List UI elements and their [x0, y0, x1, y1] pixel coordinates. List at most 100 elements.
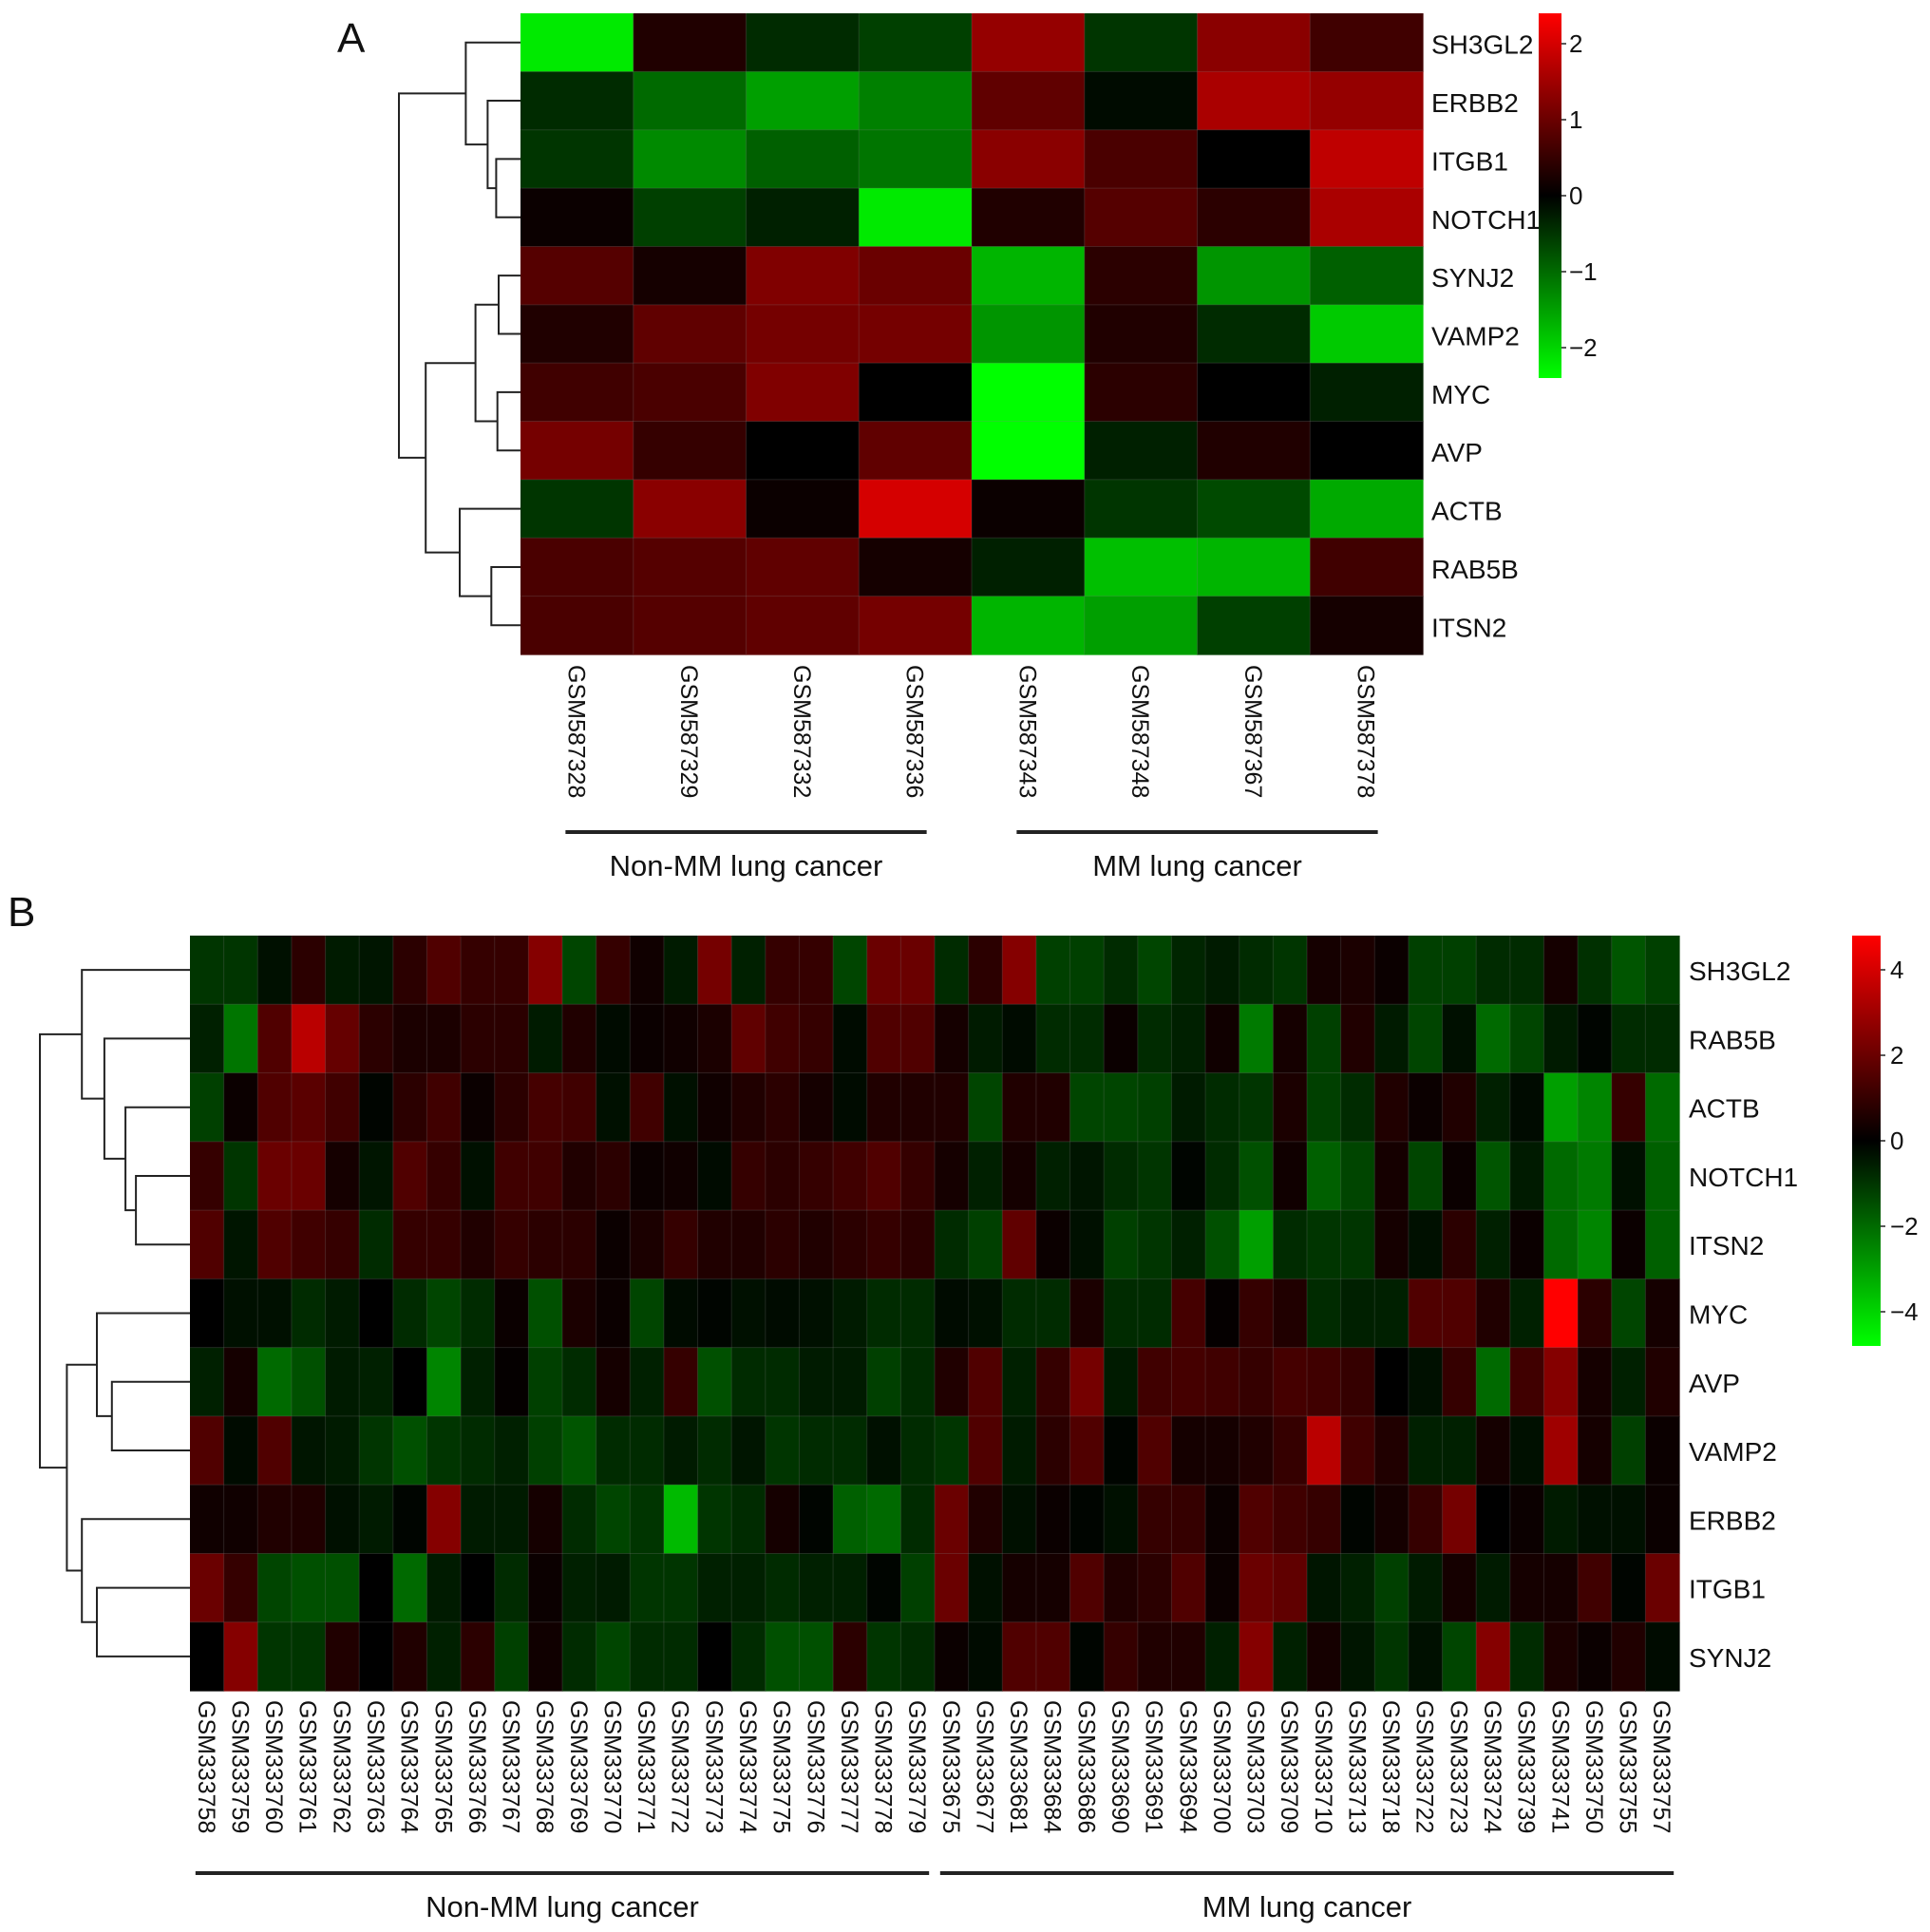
heatmap-cell: [866, 1553, 901, 1623]
heatmap-cell: [325, 1072, 360, 1143]
heatmap-cell: [1171, 1004, 1206, 1074]
heatmap-cell: [494, 1415, 529, 1486]
heatmap-cell: [190, 936, 225, 1005]
heatmap-cell: [291, 1210, 327, 1279]
dendrogram-branch: [459, 507, 520, 597]
heatmap-cell: [1340, 1072, 1375, 1143]
heatmap-cell: [799, 1004, 834, 1074]
heatmap-cell: [1442, 1210, 1477, 1279]
heatmap-cell: [1476, 1553, 1511, 1623]
heatmap-cell: [520, 304, 634, 364]
heatmap-cell: [494, 1347, 529, 1417]
heatmap-cell: [663, 1415, 699, 1486]
colorbar-tick-label: 2: [1569, 29, 1582, 58]
column-label: GSM333773: [700, 1700, 727, 1833]
heatmap-cell: [859, 71, 973, 131]
heatmap-cell: [461, 1347, 496, 1417]
heatmap-cell: [1205, 1072, 1240, 1143]
row-label: ITGB1: [1689, 1575, 1766, 1604]
heatmap-cell: [1374, 1141, 1410, 1211]
heatmap-cell: [1578, 1347, 1613, 1417]
heatmap-cell: [494, 1553, 529, 1623]
heatmap-cell: [1611, 1347, 1646, 1417]
heatmap-cell: [697, 936, 732, 1005]
heatmap-cell: [291, 1004, 327, 1074]
heatmap-cell: [1197, 13, 1311, 72]
heatmap-cell: [461, 1621, 496, 1692]
heatmap-cell: [1239, 1210, 1274, 1279]
heatmap-cell: [866, 1210, 901, 1279]
heatmap-cell: [1578, 936, 1613, 1005]
heatmap-cell: [1273, 1210, 1308, 1279]
heatmap-cell: [426, 1210, 462, 1279]
heatmap-cell: [633, 13, 747, 72]
heatmap-cell: [1645, 1485, 1680, 1555]
heatmap-cell: [494, 1004, 529, 1074]
heatmap-cell: [1239, 1621, 1274, 1692]
heatmap-cell: [1084, 538, 1199, 597]
heatmap-cell: [1137, 1347, 1173, 1417]
heatmap-cell: [1171, 1415, 1206, 1486]
heatmap-cell: [1239, 1415, 1274, 1486]
heatmap-cell: [426, 1004, 462, 1074]
heatmap-cell: [1069, 1141, 1105, 1211]
heatmap-cell: [1273, 1485, 1308, 1555]
heatmap-cell: [1137, 1141, 1173, 1211]
heatmap-cell: [859, 421, 973, 481]
heatmap-cell: [731, 936, 766, 1005]
heatmap-cell: [799, 1347, 834, 1417]
heatmap-cell: [1197, 538, 1311, 597]
heatmap-cell: [1509, 1279, 1545, 1349]
heatmap-cell: [359, 1415, 394, 1486]
column-label: GSM333755: [1615, 1700, 1641, 1833]
heatmap-cell: [359, 1210, 394, 1279]
heatmap-cell: [746, 596, 860, 655]
heatmap-cell: [1035, 1141, 1071, 1211]
heatmap-cell: [1171, 1485, 1206, 1555]
heatmap-cell: [1307, 1210, 1342, 1279]
heatmap-cell: [257, 1621, 293, 1692]
heatmap-cell: [799, 1621, 834, 1692]
heatmap-cell: [392, 1621, 428, 1692]
heatmap-cell: [520, 129, 634, 189]
heatmap-cell: [461, 1210, 496, 1279]
heatmap-cell: [1442, 1553, 1477, 1623]
heatmap-cell: [1197, 304, 1311, 364]
heatmap-cell: [1197, 596, 1311, 655]
heatmap-cell: [1509, 1621, 1545, 1692]
heatmap-cell: [1137, 1004, 1173, 1074]
column-label: GSM333677: [972, 1700, 998, 1833]
heatmap-cell: [1197, 71, 1311, 131]
heatmap-cell: [1307, 1279, 1342, 1349]
heatmap-cell: [392, 1004, 428, 1074]
heatmap-cell: [1611, 1621, 1646, 1692]
heatmap-cell: [291, 1279, 327, 1349]
heatmap-cell: [1645, 1072, 1680, 1143]
heatmap-cell: [1509, 1210, 1545, 1279]
heatmap-cell: [1239, 936, 1274, 1005]
heatmap-cell: [223, 1004, 258, 1074]
heatmap-cell: [1509, 1553, 1545, 1623]
column-label: GSM333764: [396, 1700, 423, 1833]
heatmap-cell: [1137, 1415, 1173, 1486]
heatmap-cell: [935, 1072, 970, 1143]
column-label: GSM333760: [260, 1700, 287, 1833]
colorbar-tick-label: 1: [1569, 105, 1582, 134]
heatmap-cell: [1069, 1415, 1105, 1486]
heatmap-cell: [1611, 1141, 1646, 1211]
heatmap-cell: [765, 1415, 801, 1486]
heatmap-cell: [325, 1347, 360, 1417]
heatmap-cell: [1543, 1415, 1579, 1486]
heatmap-cell: [520, 71, 634, 131]
heatmap-cell: [1069, 1485, 1105, 1555]
heatmap-cell: [866, 1004, 901, 1074]
heatmap-cell: [968, 1553, 1003, 1623]
heatmap-cell: [1310, 129, 1424, 189]
heatmap-cell: [799, 1485, 834, 1555]
heatmap-cell: [291, 1621, 327, 1692]
row-label: RAB5B: [1689, 1025, 1776, 1054]
heatmap-cell: [1084, 246, 1199, 306]
heatmap-cell: [596, 1072, 631, 1143]
heatmap-cell: [1340, 1210, 1375, 1279]
heatmap-cell: [1069, 1004, 1105, 1074]
